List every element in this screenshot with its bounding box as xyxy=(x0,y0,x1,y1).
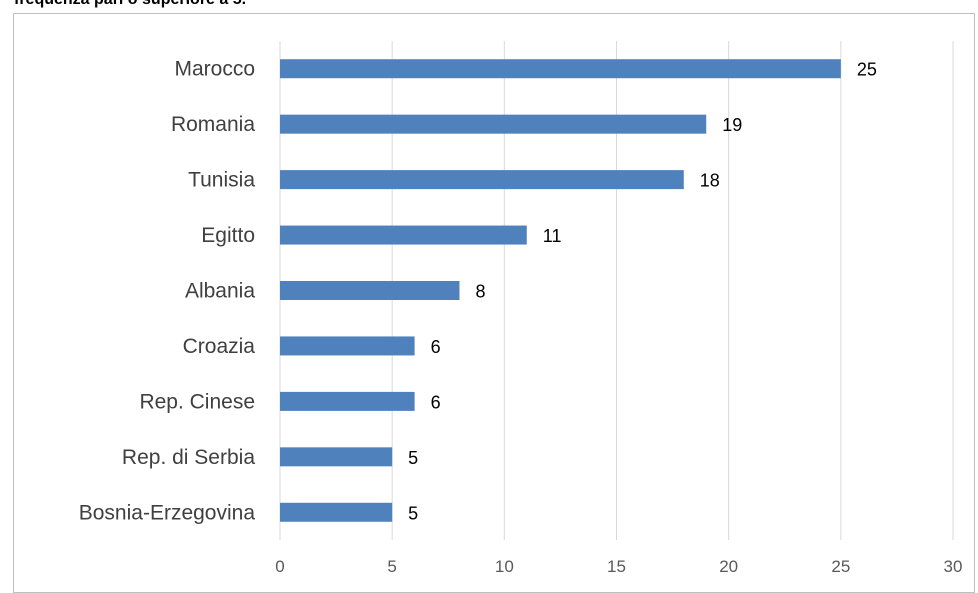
data-label: 18 xyxy=(700,171,720,191)
bar xyxy=(280,59,841,79)
data-label: 6 xyxy=(431,392,441,412)
category-label: Albania xyxy=(185,280,255,303)
data-label: 19 xyxy=(722,115,742,135)
x-tick-label: 15 xyxy=(607,557,626,576)
category-label: Croazia xyxy=(183,335,256,358)
data-label: 25 xyxy=(857,60,877,80)
bar xyxy=(280,281,460,300)
x-tick-label: 25 xyxy=(831,557,850,576)
x-tick-label: 10 xyxy=(495,557,514,576)
bar-chart: 0 5 10 15 20 25 30 Marocco 25 Romania 19 Tunisia 18 E… xyxy=(79,41,963,576)
x-tick-label: 0 xyxy=(275,557,284,576)
category-label: Marocco xyxy=(174,58,255,81)
bar xyxy=(280,114,707,134)
data-label: 11 xyxy=(543,226,562,246)
category-label: Bosnia-Erzegovina xyxy=(79,501,256,524)
data-label: 5 xyxy=(408,448,418,468)
category-label: Tunisia xyxy=(188,169,255,192)
bar xyxy=(280,447,393,467)
category-label: Rep. Cinese xyxy=(139,390,255,413)
data-label: 6 xyxy=(431,337,441,357)
x-tick-label: 20 xyxy=(719,557,738,576)
bar xyxy=(280,391,415,411)
category-label: Romania xyxy=(171,113,255,136)
bar xyxy=(280,336,415,356)
data-label: 5 xyxy=(408,503,418,523)
bar xyxy=(280,502,393,522)
chart-caption: frequenza pari o superiore a 5. xyxy=(14,0,246,9)
category-label: Rep. di Serbia xyxy=(122,446,255,469)
category-label: Egitto xyxy=(201,224,255,247)
x-tick-label: 30 xyxy=(944,557,963,576)
data-label: 8 xyxy=(475,282,485,302)
bar xyxy=(280,225,527,245)
x-tick-label: 5 xyxy=(387,557,396,576)
bar xyxy=(280,170,684,190)
